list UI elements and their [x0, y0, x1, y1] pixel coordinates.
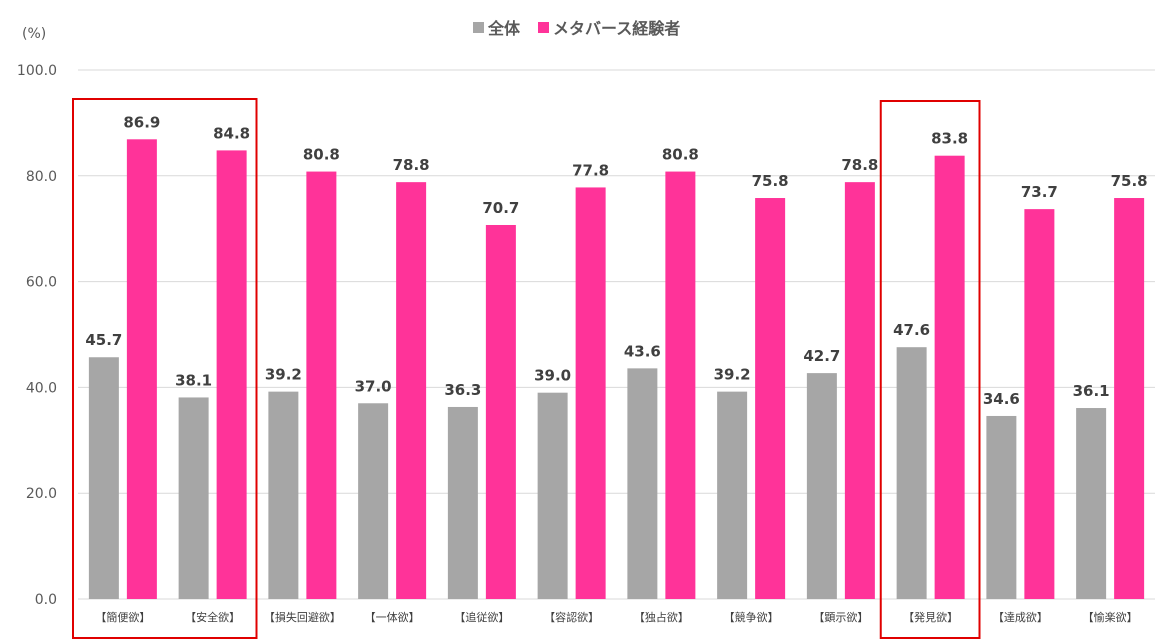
y-tick-label: 100.0 [17, 63, 57, 79]
legend-swatch-all [473, 22, 484, 33]
data-label: 45.7 [85, 331, 122, 349]
data-label: 38.1 [175, 371, 212, 389]
x-tick-label: 【競争欲】 [724, 610, 779, 624]
bar-all [358, 403, 389, 599]
x-tick-label: 【発見欲】 [903, 610, 958, 624]
data-label: 80.8 [662, 146, 699, 164]
x-tick-label: 【容認欲】 [544, 610, 599, 624]
bar-all [447, 406, 478, 599]
data-label: 75.8 [1111, 172, 1148, 190]
bar-metaverse [485, 224, 516, 599]
bar-all [268, 391, 299, 599]
y-tick-label: 0.0 [35, 592, 57, 608]
y-tick-label: 60.0 [26, 275, 57, 291]
bar-all [627, 368, 658, 599]
bar-metaverse [396, 182, 427, 599]
bar-metaverse [665, 171, 696, 599]
bar-all [537, 392, 568, 599]
x-tick-label: 【損失回避欲】 [264, 610, 341, 624]
y-tick-label: 20.0 [26, 486, 57, 502]
bar-metaverse [216, 150, 247, 599]
x-tick-label: 【達成欲】 [993, 610, 1048, 624]
x-tick-label: 【簡便欲】 [95, 610, 150, 624]
bar-all [1076, 408, 1107, 599]
highlight-box [72, 98, 258, 639]
bar-metaverse [844, 182, 875, 599]
x-tick-label: 【追従欲】 [454, 610, 509, 624]
data-label: 78.8 [841, 156, 878, 174]
data-label: 78.8 [393, 156, 430, 174]
y-tick-label: 80.0 [26, 169, 57, 185]
bar-metaverse [755, 198, 786, 599]
data-label: 37.0 [355, 377, 392, 395]
x-tick-label: 【顕示欲】 [813, 610, 868, 624]
data-label: 75.8 [752, 172, 789, 190]
data-label: 83.8 [931, 130, 968, 148]
bar-all [896, 347, 927, 599]
data-label: 84.8 [213, 124, 250, 142]
bar-metaverse [1114, 198, 1145, 599]
bar-metaverse [575, 187, 606, 600]
legend-label-metaverse: メタバース経験者 [553, 19, 680, 38]
data-label: 34.6 [983, 390, 1020, 408]
data-label: 70.7 [482, 199, 519, 217]
y-axis-label: (%) [22, 26, 46, 42]
data-label: 39.2 [714, 366, 751, 384]
data-label: 77.8 [572, 161, 609, 179]
bar-metaverse [126, 139, 157, 599]
data-label: 42.7 [803, 347, 840, 365]
data-label: 36.3 [444, 381, 481, 399]
legend: 全体 メタバース経験者 [473, 19, 680, 38]
bar-all [717, 391, 748, 599]
data-label: 39.0 [534, 367, 571, 385]
bar-all [986, 415, 1017, 599]
data-label: 47.6 [893, 321, 930, 339]
data-label: 73.7 [1021, 183, 1058, 201]
x-tick-label: 【安全欲】 [185, 610, 240, 624]
legend-label-all: 全体 [487, 19, 521, 38]
x-tick-label: 【独占欲】 [634, 610, 689, 624]
data-label: 39.2 [265, 366, 302, 384]
bar-metaverse [934, 155, 965, 599]
x-tick-label: 【一体欲】 [365, 610, 420, 624]
bar-all [178, 397, 209, 599]
bar-metaverse [306, 171, 337, 599]
data-label: 80.8 [303, 146, 340, 164]
bar-all [88, 357, 119, 599]
y-tick-label: 40.0 [26, 380, 57, 396]
data-label: 86.9 [123, 113, 160, 131]
bar-all [806, 373, 837, 599]
x-tick-label: 【愉楽欲】 [1083, 610, 1138, 624]
bar-metaverse [1024, 209, 1055, 599]
data-label: 36.1 [1073, 382, 1110, 400]
highlight-box [879, 100, 981, 639]
data-label: 43.6 [624, 342, 661, 360]
legend-swatch-metaverse [538, 22, 549, 33]
